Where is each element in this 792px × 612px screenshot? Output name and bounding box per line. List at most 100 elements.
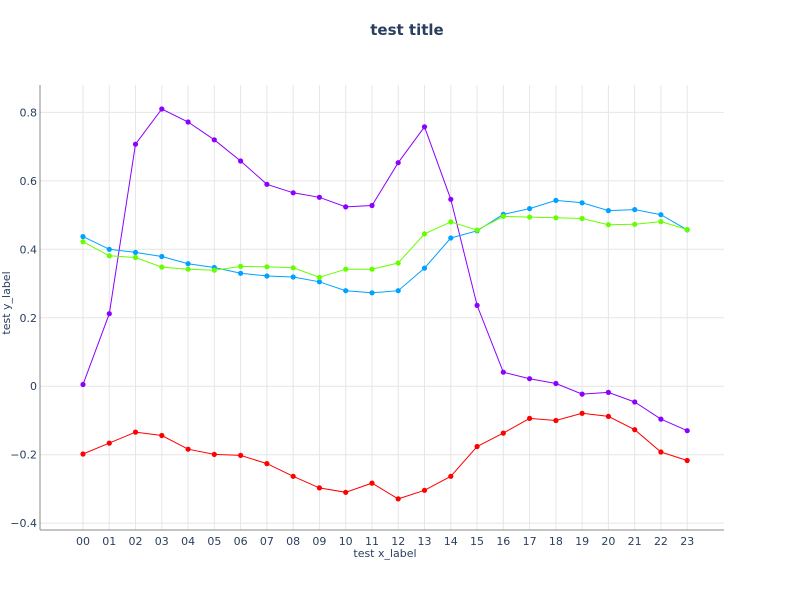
series-line xyxy=(82,215,688,278)
data-point xyxy=(369,266,375,272)
data-point xyxy=(290,190,296,196)
data-point xyxy=(448,235,454,241)
data-point xyxy=(658,416,664,422)
data-point xyxy=(605,222,612,228)
data-point xyxy=(632,399,638,405)
data-point xyxy=(684,428,690,434)
y-tick-label: −0.4 xyxy=(10,517,37,530)
data-point xyxy=(684,457,690,464)
x-tick-label: 08 xyxy=(286,535,300,548)
x-tick-label: 21 xyxy=(628,535,642,548)
data-point xyxy=(211,267,217,273)
data-point xyxy=(421,265,428,271)
y-tick-label: 0.8 xyxy=(20,106,38,119)
data-point xyxy=(632,427,638,433)
data-point xyxy=(238,263,244,269)
data-point xyxy=(421,124,428,130)
data-point xyxy=(658,219,664,225)
data-point xyxy=(605,413,612,419)
data-point xyxy=(80,451,86,457)
data-point xyxy=(290,274,296,280)
data-point xyxy=(211,451,217,457)
series-1 xyxy=(80,197,690,296)
y-tick-label: −0.2 xyxy=(10,449,37,462)
x-tick-label: 22 xyxy=(654,535,668,548)
data-point xyxy=(605,389,612,395)
x-tick-label: 14 xyxy=(444,535,458,548)
data-point xyxy=(290,265,296,271)
data-point xyxy=(527,415,533,421)
series-line xyxy=(82,108,688,432)
data-point xyxy=(579,410,585,416)
x-tick-label: 18 xyxy=(549,535,563,548)
series-0 xyxy=(80,106,690,434)
data-point xyxy=(579,215,585,222)
y-tick-label: 0.4 xyxy=(20,243,38,256)
data-point xyxy=(527,214,533,220)
data-point xyxy=(395,160,401,166)
data-point xyxy=(553,215,559,221)
data-point xyxy=(80,234,86,240)
data-point xyxy=(527,206,533,212)
x-tick-label: 13 xyxy=(418,535,432,548)
data-point xyxy=(211,137,217,143)
x-tick-labels: 00 01 02 03 04 05 06 07 08 09 10 11 12 13 14 15 16 17 18 19… xyxy=(76,535,694,548)
series-3 xyxy=(80,410,690,502)
data-point xyxy=(684,226,690,233)
x-tick-label: 20 xyxy=(601,535,615,548)
y-tick-label: 0 xyxy=(30,380,37,393)
series-line xyxy=(82,199,688,294)
data-point xyxy=(474,443,480,450)
x-tick-label: 23 xyxy=(680,535,694,548)
data-point xyxy=(290,473,296,479)
data-point xyxy=(132,429,139,435)
x-tick-label: 12 xyxy=(391,535,405,548)
data-point xyxy=(369,202,375,209)
data-point xyxy=(238,270,244,276)
data-point xyxy=(159,432,165,439)
x-tick-label: 05 xyxy=(207,535,221,548)
axes xyxy=(39,85,724,531)
data-point xyxy=(632,207,638,213)
data-point xyxy=(448,219,454,225)
data-point xyxy=(579,200,585,206)
data-point xyxy=(132,249,139,255)
data-point xyxy=(448,196,454,202)
data-point xyxy=(395,260,401,266)
x-tick-label: 03 xyxy=(155,535,169,548)
data-point xyxy=(553,197,559,203)
data-point xyxy=(553,380,559,387)
data-point xyxy=(264,273,270,279)
y-tick-label: 0.2 xyxy=(20,312,38,325)
data-point xyxy=(264,181,270,187)
data-point xyxy=(185,446,191,452)
data-point xyxy=(448,473,454,479)
data-point xyxy=(159,253,165,260)
x-tick-label: 01 xyxy=(102,535,116,548)
data-point xyxy=(106,253,112,259)
x-tick-label: 04 xyxy=(181,535,195,548)
data-point xyxy=(474,302,480,308)
data-point xyxy=(500,213,506,219)
chart-title: test title xyxy=(370,21,443,39)
data-point xyxy=(343,266,349,272)
data-point xyxy=(658,449,664,455)
y-tick-labels: −0.4 −0.2 0 0.2 0.4 0.6 0.8 xyxy=(10,106,37,530)
series-line xyxy=(82,412,688,500)
series-2 xyxy=(80,213,690,280)
data-point xyxy=(316,279,322,285)
data-point xyxy=(500,430,506,436)
series-group xyxy=(80,106,690,502)
data-point xyxy=(421,231,428,237)
data-point xyxy=(316,485,322,491)
x-tick-label: 09 xyxy=(312,535,326,548)
data-point xyxy=(395,288,401,294)
data-point xyxy=(369,480,375,486)
data-point xyxy=(369,290,375,296)
data-point xyxy=(106,246,112,252)
data-point xyxy=(238,158,244,164)
data-point xyxy=(605,208,612,214)
x-tick-label: 15 xyxy=(470,535,484,548)
data-point xyxy=(316,194,322,200)
